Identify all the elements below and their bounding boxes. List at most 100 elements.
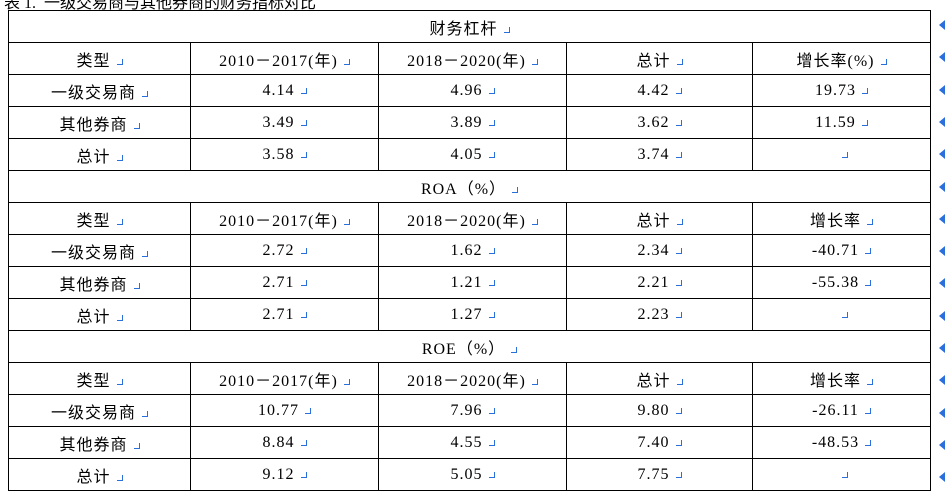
data-cell: 5.05: [378, 458, 567, 491]
paragraph-mark: [305, 407, 311, 414]
data-cell: -55.38: [752, 266, 931, 299]
data-cell: 2.71: [190, 266, 379, 299]
paragraph-mark: [675, 471, 682, 478]
data-cell: 3.62: [566, 106, 753, 139]
cell-text: 9.80: [637, 401, 670, 419]
cell-text: 2.71: [262, 273, 295, 291]
data-cell: 总计: [8, 138, 191, 171]
header-cell: 总计: [566, 202, 753, 235]
cell-text: 2010－2017(年): [219, 52, 338, 70]
data-cell: 1.27: [378, 298, 567, 331]
margin-marker: [939, 375, 945, 386]
section-title: 财务杠杆: [8, 10, 931, 43]
paragraph-mark: [300, 87, 307, 94]
data-cell: 总计: [8, 298, 191, 331]
paragraph-mark: [300, 119, 307, 126]
paragraph-mark: [864, 407, 871, 414]
cell-text: 财务杠杆: [429, 20, 498, 38]
margin-marker: [939, 20, 945, 30]
cell-text: 5.05: [450, 465, 483, 483]
cell-text: 1.27: [450, 305, 483, 323]
paragraph-mark: [841, 151, 848, 158]
paragraph-mark: [531, 218, 538, 225]
cell-text: 3.49: [262, 113, 295, 131]
table-caption: 表 1. 一级交易商与其他券商的财务指标对比: [4, 0, 317, 12]
margin-marker: [939, 116, 945, 127]
cell-text: 总计: [636, 212, 671, 230]
cell-text: 8.84: [262, 433, 295, 451]
header-cell: 增长率: [752, 362, 931, 395]
margin-marker: [939, 343, 945, 353]
paragraph-mark: [488, 279, 495, 286]
table-row: 财务杠杆: [8, 10, 931, 43]
cell-text: 2018－2020(年): [407, 372, 526, 390]
margin-marker: [939, 213, 945, 224]
margin-marker: [939, 310, 945, 321]
cell-text: 3.74: [637, 145, 670, 163]
paragraph-mark: [865, 247, 872, 254]
paragraph-mark: [142, 250, 148, 257]
paragraph-mark: [300, 471, 307, 478]
paragraph-mark: [116, 154, 123, 161]
paragraph-mark: [343, 58, 350, 65]
paragraph-mark: [867, 218, 873, 225]
paragraph-mark: [511, 346, 518, 353]
cell-text: 总计: [636, 52, 671, 70]
cell-text: 其他券商: [59, 116, 128, 134]
data-cell: 11.59: [752, 106, 931, 139]
paragraph-mark: [675, 439, 682, 446]
paragraph-mark: [488, 247, 495, 254]
table-row: 一级交易商 4.14 4.96 4.42 19.73: [8, 74, 931, 107]
data-cell: 9.12: [190, 458, 379, 491]
cell-text: 总计: [636, 372, 671, 390]
paragraph-mark: [841, 471, 848, 478]
paragraph-mark: [116, 58, 123, 65]
paragraph-mark: [880, 58, 887, 65]
header-cell: 2018－2020(年): [378, 362, 567, 395]
table-row: 一级交易商 2.72 1.62 2.34 -40.71: [8, 234, 931, 267]
cell-text: 7.40: [637, 433, 670, 451]
cell-text: 类型: [76, 212, 111, 230]
paragraph-mark: [865, 279, 872, 286]
paragraph-mark: [676, 378, 683, 385]
paragraph-mark: [116, 218, 123, 225]
cell-text: ROA（%）: [420, 180, 507, 198]
header-cell: 2010－2017(年): [190, 362, 379, 395]
cell-text: 2.71: [262, 305, 295, 323]
cell-text: 4.42: [637, 81, 670, 99]
table-row: ROA（%）: [8, 170, 931, 203]
paragraph-mark: [116, 314, 123, 321]
paragraph-mark: [343, 218, 350, 225]
paragraph-mark: [343, 378, 350, 385]
margin-marker: [939, 181, 945, 192]
table-row: 总计 2.71 1.27 2.23: [8, 298, 931, 331]
data-cell: 2.21: [566, 266, 753, 299]
financial-table: 财务杠杆 类型 2010－2017(年) 2018－2020(年) 总计 增长率(%) 一级…: [8, 10, 931, 491]
margin-marker: [939, 52, 945, 63]
paragraph-mark: [675, 247, 682, 254]
data-cell: 1.62: [378, 234, 567, 267]
data-cell: 2.72: [190, 234, 379, 267]
cell-text: 总计: [76, 148, 111, 166]
table-row: 其他券商 3.49 3.89 3.62 11.59: [8, 106, 931, 139]
paragraph-mark: [142, 410, 148, 417]
cell-text: 3.58: [262, 145, 295, 163]
data-cell: 一级交易商: [8, 234, 191, 267]
data-cell: -48.53: [752, 426, 931, 459]
cell-text: 2018－2020(年): [407, 52, 526, 70]
margin-marker: [939, 84, 945, 95]
margin-marker: [939, 246, 945, 257]
paragraph-mark: [488, 471, 495, 478]
paragraph-mark: [675, 151, 682, 158]
cell-text: 一级交易商: [50, 404, 136, 422]
cell-text: 10.77: [258, 401, 299, 419]
paragraph-mark: [676, 218, 683, 225]
margin-marker: [939, 439, 945, 450]
paragraph-mark: [116, 378, 123, 385]
data-cell: 7.75: [566, 458, 753, 491]
data-cell: 7.96: [378, 394, 567, 427]
paragraph-mark: [142, 90, 148, 97]
paragraph-mark: [300, 247, 307, 254]
cell-text: 4.14: [262, 81, 295, 99]
